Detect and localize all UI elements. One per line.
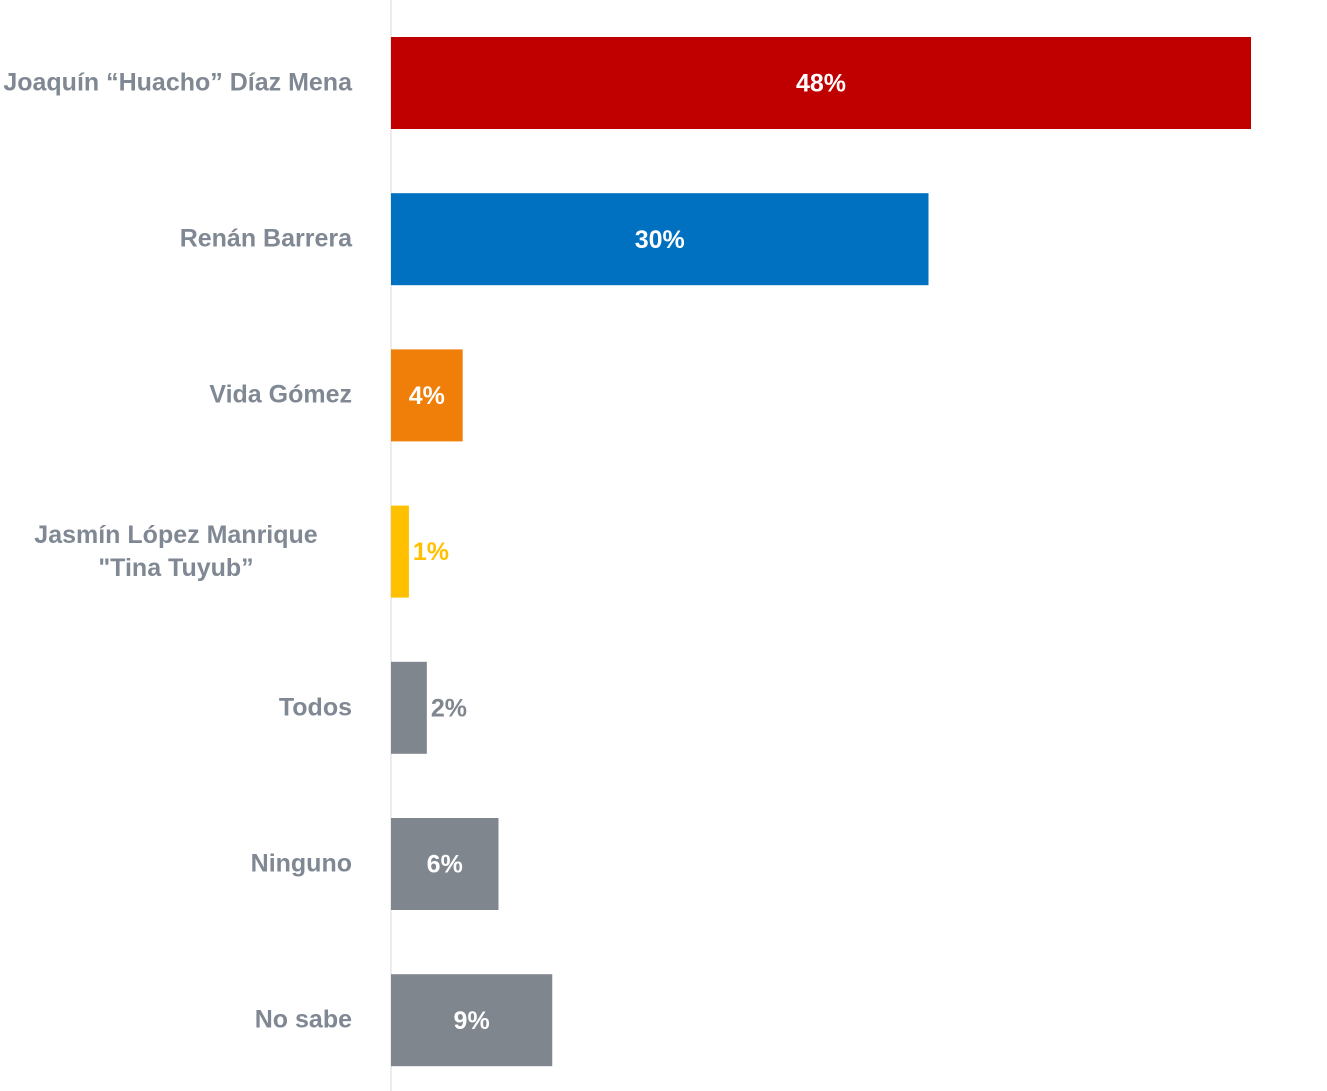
category-label: Joaquín “Huacho” Díaz Mena — [3, 67, 352, 100]
category-label: No sabe — [255, 1004, 352, 1037]
category-label-box: Todos — [0, 691, 352, 724]
category-label: Todos — [279, 691, 352, 724]
category-label: Jasmín López Manrique "Tina Tuyub” — [0, 519, 352, 585]
category-label-box: Ninguno — [0, 848, 352, 881]
value-label: 2% — [431, 694, 467, 722]
category-label: Renán Barrera — [180, 223, 352, 256]
category-label-box: Vida Gómez — [0, 379, 352, 412]
category-label: Ninguno — [251, 848, 352, 881]
category-label-box: No sabe — [0, 1004, 352, 1037]
category-label: Vida Gómez — [209, 379, 352, 412]
page: 48%30%4%1%2%6%9% (() => { const data = J… — [0, 0, 1327, 1091]
value-label: 6% — [427, 851, 463, 879]
value-label: 4% — [409, 382, 445, 410]
category-label-box: Jasmín López Manrique "Tina Tuyub” — [0, 519, 352, 585]
value-label: 30% — [635, 226, 685, 254]
category-label-box: Renán Barrera — [0, 223, 352, 256]
value-label: 9% — [454, 1007, 490, 1035]
bar — [391, 506, 409, 598]
category-label-box: Joaquín “Huacho” Díaz Mena — [0, 67, 352, 100]
value-label: 1% — [413, 538, 449, 566]
value-label: 48% — [796, 70, 846, 98]
bar — [391, 662, 427, 754]
